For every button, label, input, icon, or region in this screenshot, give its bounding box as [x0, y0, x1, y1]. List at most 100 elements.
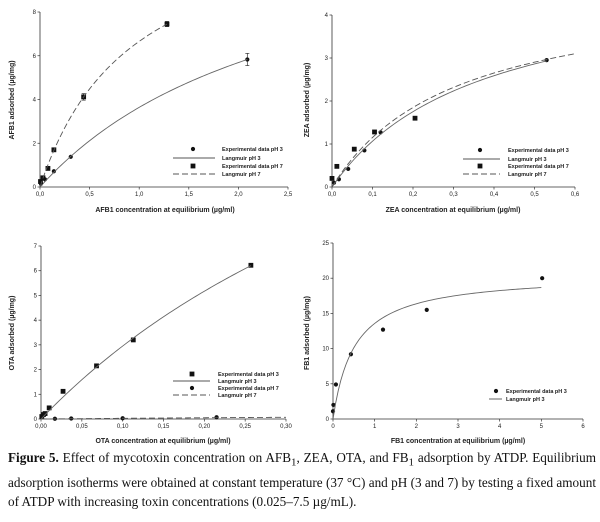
y-tick-label: 20: [322, 276, 329, 282]
fit-curve: [39, 59, 248, 188]
y-tick-label: 1: [34, 392, 38, 398]
x-axis-title: OTA concentration at equilibrium (µg/ml): [95, 438, 230, 445]
x-tick-label: 0,5: [85, 192, 94, 198]
series-langmuir-ph-3: [331, 60, 547, 188]
data-point: [424, 307, 429, 312]
legend-marker: [477, 147, 483, 153]
series-experimental-data-ph-7: [329, 115, 418, 181]
data-point: [334, 163, 340, 169]
data-point: [130, 337, 136, 343]
y-tick-label: 7: [34, 244, 38, 250]
x-tick-label: 0,0: [36, 192, 45, 198]
data-point: [331, 180, 337, 185]
x-tick-label: 5: [540, 424, 544, 430]
x-tick-label: 2,5: [284, 192, 293, 198]
x-tick-label: 0,20: [198, 424, 210, 430]
series-langmuir-ph-7: [331, 53, 576, 188]
y-tick-label: 0: [326, 417, 330, 423]
x-tick-label: 0,25: [239, 424, 251, 430]
series-langmuir-ph-3: [40, 265, 252, 420]
legend-label: Langmuir pH 3: [222, 156, 261, 162]
fit-curve: [331, 60, 547, 188]
y-tick-label: 10: [322, 347, 329, 353]
data-point: [248, 262, 254, 268]
legend-label: Langmuir pH 3: [218, 379, 257, 385]
caption-text: , ZEA, OTA, and FB: [296, 450, 409, 465]
y-axis-title: FB1 adsorbed (µg/mg): [304, 296, 311, 370]
x-tick-label: 1: [373, 424, 377, 430]
x-axis-title: FB1 concentration at equilibrium (µg/ml): [391, 438, 525, 445]
y-axis-title: AFB1 adsorbed (µg/mg): [9, 60, 16, 139]
data-point: [46, 405, 52, 411]
y-tick-label: 2: [325, 99, 329, 105]
legend-marker: [189, 371, 195, 377]
legend-label: Experimental data pH 7: [508, 164, 569, 170]
y-tick-label: 2: [34, 368, 38, 374]
x-tick-label: 0,5: [530, 192, 539, 198]
data-point: [351, 146, 357, 152]
legend-label: Experimental data pH 7: [222, 164, 283, 170]
x-tick-label: 6: [581, 424, 585, 430]
legend-marker: [190, 146, 196, 152]
y-tick-label: 5: [34, 293, 38, 299]
legend-label: Experimental data pH 7: [218, 386, 279, 392]
y-tick-label: 25: [322, 241, 329, 247]
x-tick-label: 0,05: [76, 424, 88, 430]
x-tick-label: 0,2: [409, 192, 418, 198]
legend-label: Experimental data pH 3: [222, 147, 283, 153]
x-tick-label: 0,10: [117, 424, 129, 430]
data-point: [331, 402, 336, 408]
caption-label: Figure 5.: [8, 450, 59, 465]
y-tick-label: 1: [325, 142, 329, 148]
legend-marker: [493, 388, 499, 394]
legend-label: Langmuir pH 3: [508, 157, 547, 163]
y-tick-label: 0: [34, 417, 38, 423]
chart-panel-ota: 0,00 0,05 0,10 0,15 0,20 0,25 0,30 0 1 2 3 4 5 6 7 OTA …: [9, 244, 292, 445]
data-point: [333, 382, 339, 387]
x-axis-title: ZEA concentration at equilibrium (µg/ml): [386, 207, 521, 214]
series-experimental-data-ph-3: [330, 276, 545, 414]
y-tick-label: 5: [326, 382, 330, 388]
legend-marker: [477, 163, 483, 169]
x-tick-label: 1,5: [185, 192, 194, 198]
x-tick-label: 0,6: [571, 192, 580, 198]
fit-curve: [332, 287, 542, 420]
x-tick-label: 0,0: [328, 192, 337, 198]
fit-curve: [40, 416, 287, 420]
y-tick-label: 2: [33, 141, 37, 147]
y-tick-label: 3: [325, 56, 329, 62]
chart-panel-afb1: 0,0 0,5 1,0 1,5 2,0 2,5 0 2 4 6 8 AFB1 concentratio…: [9, 10, 293, 214]
series-langmuir-ph-3: [39, 59, 248, 188]
y-tick-label: 15: [322, 311, 329, 317]
fit-curve: [40, 265, 252, 420]
fit-curve: [331, 53, 576, 188]
data-point: [380, 327, 386, 332]
series-experimental-data-ph-3: [38, 52, 250, 186]
y-tick-label: 6: [33, 54, 37, 60]
caption-text: Effect of mycotoxin concentration on AFB: [58, 450, 291, 465]
data-point: [372, 129, 377, 135]
caption-subscript: 1: [408, 456, 415, 469]
x-tick-label: 0,3: [449, 192, 458, 198]
series-langmuir-ph-7: [40, 416, 287, 420]
data-point: [164, 21, 170, 27]
y-tick-label: 8: [33, 10, 37, 16]
series-experimental-data-ph-3: [39, 262, 254, 419]
series-langmuir-ph-7: [39, 23, 168, 188]
legend-label: Experimental data pH 3: [506, 389, 567, 395]
legend-label: Experimental data pH 3: [218, 372, 279, 378]
x-tick-label: 2: [415, 424, 419, 430]
y-tick-label: 6: [34, 269, 38, 275]
data-point: [540, 276, 545, 281]
legend-label: Langmuir pH 7: [222, 172, 261, 178]
legend-label: Langmuir pH 7: [218, 393, 257, 399]
fit-curve: [39, 23, 168, 188]
y-tick-label: 3: [34, 343, 38, 349]
data-point: [412, 115, 418, 121]
x-tick-label: 0: [331, 424, 335, 430]
y-axis-title: OTA adsorbed (µg/mg): [9, 296, 16, 371]
legend-label: Langmuir pH 7: [508, 172, 547, 178]
chart-panel-zea: 0,0 0,1 0,2 0,3 0,4 0,5 0,6 0 1 2 3 4 ZEA concentrat…: [304, 13, 580, 214]
legend-label: Langmuir pH 3: [506, 397, 545, 403]
x-tick-label: 0,30: [280, 424, 292, 430]
